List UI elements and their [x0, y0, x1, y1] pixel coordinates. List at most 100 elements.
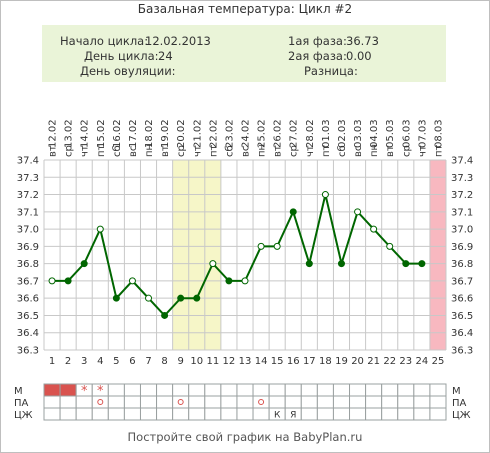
- temperature-point-day-8: [161, 311, 169, 319]
- day-number-17: 17: [303, 356, 316, 367]
- day-number-25: 25: [432, 356, 445, 367]
- date-label-7: 18.02: [144, 119, 155, 148]
- czh-cell-19: [332, 407, 351, 421]
- temperature-point-day-2: [64, 277, 72, 285]
- temperature-point-day-20: [354, 208, 362, 216]
- ytick-right-11: 37.4: [451, 156, 473, 167]
- day-number-4: 4: [97, 356, 103, 367]
- date-label-20: 03.03: [353, 119, 364, 148]
- pa-cell-7: [139, 395, 158, 409]
- weekday-label-1: вт: [48, 145, 59, 157]
- day-number-8: 8: [161, 356, 167, 367]
- date-label-5: 16.02: [112, 119, 123, 148]
- czh-cell-22: [381, 407, 399, 421]
- phase1-value: 36.73: [346, 34, 379, 48]
- day-number-22: 22: [383, 356, 396, 367]
- ytick-right-1: 36.4: [451, 328, 473, 339]
- czh-cell-13: [236, 407, 254, 421]
- weekday-label-6: вс: [128, 146, 139, 157]
- pa-cell-12: [220, 395, 238, 409]
- temperature-point-day-13: [241, 277, 249, 285]
- temperature-point-day-22: [386, 242, 394, 250]
- menstruation-cell-25: [429, 383, 447, 397]
- menstruation-cell-23: [397, 383, 415, 397]
- temperature-point-day-9: [177, 294, 185, 302]
- temperature-point-day-15: [273, 242, 281, 250]
- ytick-right-9: 37.2: [451, 190, 473, 201]
- weekday-label-4: пт: [96, 144, 107, 157]
- pa-cell-6: [123, 395, 141, 409]
- highlight-day-25: [429, 160, 446, 350]
- menstruation-cell-5: [107, 383, 125, 397]
- pa-cell-3: [75, 395, 93, 409]
- pa-cell-2: [59, 395, 77, 409]
- highlight-day-10: [188, 160, 205, 350]
- temperature-point-day-16: [289, 208, 297, 216]
- date-label-13: 24.02: [241, 119, 252, 148]
- row-label-left-3: ЦЖ: [14, 410, 33, 421]
- date-label-3: 14.02: [80, 119, 91, 148]
- date-label-19: 02.03: [337, 119, 348, 148]
- menstruation-cell-20: [349, 383, 367, 397]
- pa-cell-16: [284, 395, 302, 409]
- date-label-8: 19.02: [160, 119, 171, 148]
- day-number-11: 11: [206, 356, 219, 367]
- weekday-label-7: пн: [144, 144, 155, 157]
- czh-cell-21: [365, 407, 383, 421]
- temperature-point-day-3: [80, 260, 88, 268]
- weekday-label-22: вт: [385, 145, 396, 157]
- cycle-start-value: 12.02.2013: [145, 34, 211, 48]
- pa-cell-24: [413, 395, 431, 409]
- ovulation-day-label: День овуляции:: [80, 64, 176, 78]
- weekday-label-21: пн: [369, 144, 380, 157]
- day-number-12: 12: [223, 356, 236, 367]
- temperature-point-day-23: [402, 260, 410, 268]
- weekday-label-17: чт: [305, 145, 316, 157]
- phase1-label: 1ая фаза:: [288, 34, 347, 48]
- date-label-2: 13.02: [64, 119, 75, 148]
- temperature-point-day-7: [145, 294, 153, 302]
- pa-mark-4: [97, 399, 104, 405]
- czh-cell-11: [204, 407, 222, 421]
- ytick-right-10: 37.3: [451, 173, 473, 184]
- pa-cell-21: [365, 395, 383, 409]
- pa-cell-1: [43, 395, 61, 409]
- czh-cell-9: [172, 407, 190, 421]
- day-number-7: 7: [145, 356, 151, 367]
- czh-cell-25: [429, 407, 447, 421]
- weekday-label-25: пт: [433, 144, 444, 157]
- pa-cell-15: [268, 395, 286, 409]
- day-number-19: 19: [335, 356, 348, 367]
- ytick-left-9: 37.2: [17, 190, 39, 201]
- pa-cell-14: [252, 395, 270, 409]
- date-label-4: 15.02: [96, 119, 107, 148]
- date-label-25: 08.03: [433, 119, 444, 148]
- day-number-15: 15: [271, 356, 284, 367]
- weekday-label-19: сб: [337, 145, 348, 157]
- temperature-point-day-1: [48, 277, 56, 285]
- pa-cell-19: [332, 395, 351, 409]
- weekday-label-2: ср: [64, 145, 75, 157]
- menstruation-cell-11: [204, 383, 222, 397]
- czh-cell-8: [156, 407, 174, 421]
- date-label-12: 23.02: [224, 119, 235, 148]
- weekday-label-15: вт: [273, 145, 284, 157]
- day-number-9: 9: [177, 356, 183, 367]
- phase2-label: 2ая фаза:: [288, 49, 347, 63]
- czh-cell-14: [252, 407, 270, 421]
- ytick-right-2: 36.5: [451, 311, 473, 322]
- ytick-left-8: 37.1: [17, 207, 39, 218]
- row-label-right-2: ПА: [452, 398, 467, 409]
- date-label-18: 01.03: [321, 119, 332, 148]
- menstruation-cell-12: [220, 383, 238, 397]
- day-number-14: 14: [255, 356, 268, 367]
- weekday-label-11: пт: [208, 144, 219, 157]
- ytick-left-11: 37.4: [17, 156, 39, 167]
- czh-cell-12: [220, 407, 238, 421]
- menstruation-cell-2: [59, 383, 77, 397]
- menstruation-cell-18: [316, 383, 334, 397]
- czh-cell-7: [139, 407, 158, 421]
- ytick-left-1: 36.4: [17, 328, 39, 339]
- day-number-24: 24: [416, 356, 429, 367]
